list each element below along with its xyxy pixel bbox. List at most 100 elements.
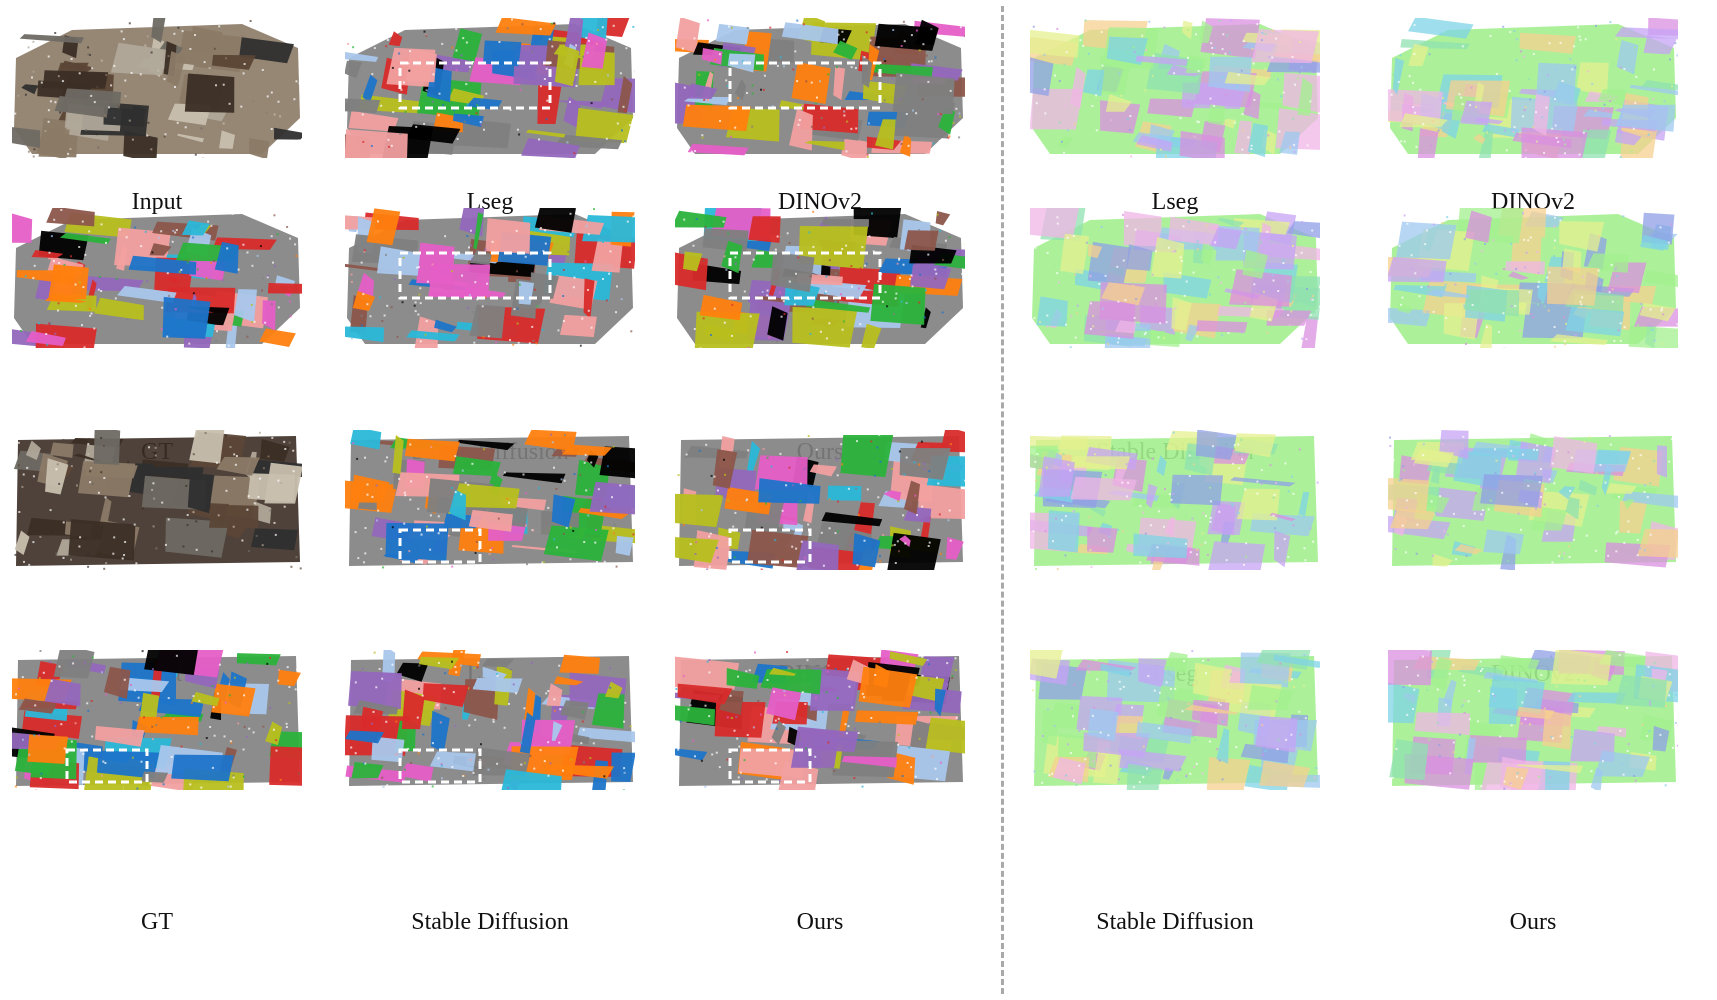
point-speck — [1189, 772, 1192, 775]
point-speck — [1675, 693, 1677, 696]
region-patch — [14, 530, 30, 555]
point-speck — [1100, 226, 1103, 228]
point-speck — [420, 533, 423, 536]
point-speck — [579, 464, 582, 467]
region-patch — [399, 763, 434, 782]
point-speck — [425, 89, 428, 92]
point-speck — [1568, 545, 1571, 548]
point-speck — [1139, 504, 1142, 507]
point-speck — [1299, 733, 1302, 736]
region-patch — [792, 306, 858, 348]
point-speck — [589, 488, 591, 491]
point-speck — [810, 125, 813, 128]
point-speck — [404, 110, 407, 113]
point-speck — [146, 35, 149, 38]
region-patch — [833, 67, 846, 100]
point-speck — [1593, 742, 1596, 745]
point-speck — [174, 86, 176, 88]
region-patch — [177, 133, 204, 143]
region-patch — [1431, 656, 1452, 691]
point-speck — [463, 120, 466, 123]
point-speck — [293, 98, 296, 101]
point-speck — [876, 446, 879, 449]
point-speck — [1088, 516, 1091, 519]
point-speck — [1443, 530, 1446, 532]
point-speck — [104, 762, 107, 764]
point-speck — [143, 716, 145, 719]
point-speck — [215, 84, 217, 87]
point-speck — [1276, 748, 1279, 751]
point-speck — [1395, 748, 1398, 750]
point-speck — [1309, 71, 1312, 74]
region-patch — [747, 440, 761, 471]
point-speck — [350, 273, 353, 276]
point-speck — [1643, 549, 1646, 552]
point-speck — [1543, 707, 1546, 710]
point-speck — [836, 474, 839, 477]
point-speck — [1605, 788, 1608, 790]
point-speck — [120, 208, 123, 210]
point-speck — [723, 458, 725, 461]
point-speck — [1654, 468, 1657, 470]
region-patch — [495, 18, 557, 36]
point-speck — [222, 122, 225, 125]
point-speck — [1221, 334, 1224, 337]
region-patch — [675, 705, 715, 726]
point-speck — [1145, 49, 1148, 52]
point-speck — [1211, 445, 1214, 448]
point-speck — [845, 650, 848, 653]
region-patch — [1388, 682, 1420, 724]
point-speck — [1512, 131, 1515, 134]
point-speck — [518, 654, 521, 657]
point-speck — [959, 26, 962, 29]
point-speck — [1484, 243, 1486, 245]
point-speck — [608, 272, 611, 275]
region-patch — [683, 251, 703, 272]
point-speck — [82, 770, 85, 773]
point-speck — [609, 667, 611, 670]
point-speck — [1170, 688, 1172, 690]
point-speck — [870, 717, 873, 719]
region-patch — [103, 666, 131, 699]
point-speck — [605, 299, 608, 302]
point-speck — [1148, 20, 1151, 23]
point-speck — [1389, 445, 1392, 447]
point-speck — [1626, 706, 1629, 709]
point-speck — [544, 242, 547, 245]
point-speck — [1390, 93, 1393, 96]
point-speck — [927, 663, 930, 666]
point-speck — [1032, 530, 1035, 533]
point-speck — [1572, 538, 1575, 541]
point-speck — [516, 128, 519, 131]
region-patch — [214, 241, 239, 274]
region-patch — [362, 74, 378, 104]
point-speck — [150, 51, 153, 54]
point-speck — [100, 59, 103, 62]
point-speck — [1311, 229, 1314, 232]
point-speck — [184, 126, 187, 129]
point-speck — [186, 514, 189, 516]
point-speck — [198, 699, 201, 702]
point-speck — [176, 494, 179, 497]
point-speck — [834, 272, 837, 275]
point-speck — [467, 483, 470, 486]
point-speck — [466, 235, 469, 237]
point-speck — [1587, 70, 1590, 73]
point-speck — [1071, 715, 1074, 718]
point-speck — [700, 759, 703, 762]
point-speck — [277, 100, 280, 103]
point-speck — [562, 320, 565, 323]
point-speck — [1528, 723, 1531, 726]
point-speck — [541, 329, 544, 331]
point-speck — [1288, 324, 1291, 327]
point-speck — [800, 540, 803, 543]
region-patch — [1082, 69, 1105, 97]
point-speck — [345, 115, 348, 118]
point-speck — [690, 150, 693, 153]
point-speck — [1164, 672, 1166, 675]
point-speck — [623, 767, 626, 770]
point-speck — [465, 41, 468, 44]
point-speck — [922, 43, 925, 46]
point-speck — [1195, 33, 1197, 36]
region-patch — [1550, 650, 1612, 686]
